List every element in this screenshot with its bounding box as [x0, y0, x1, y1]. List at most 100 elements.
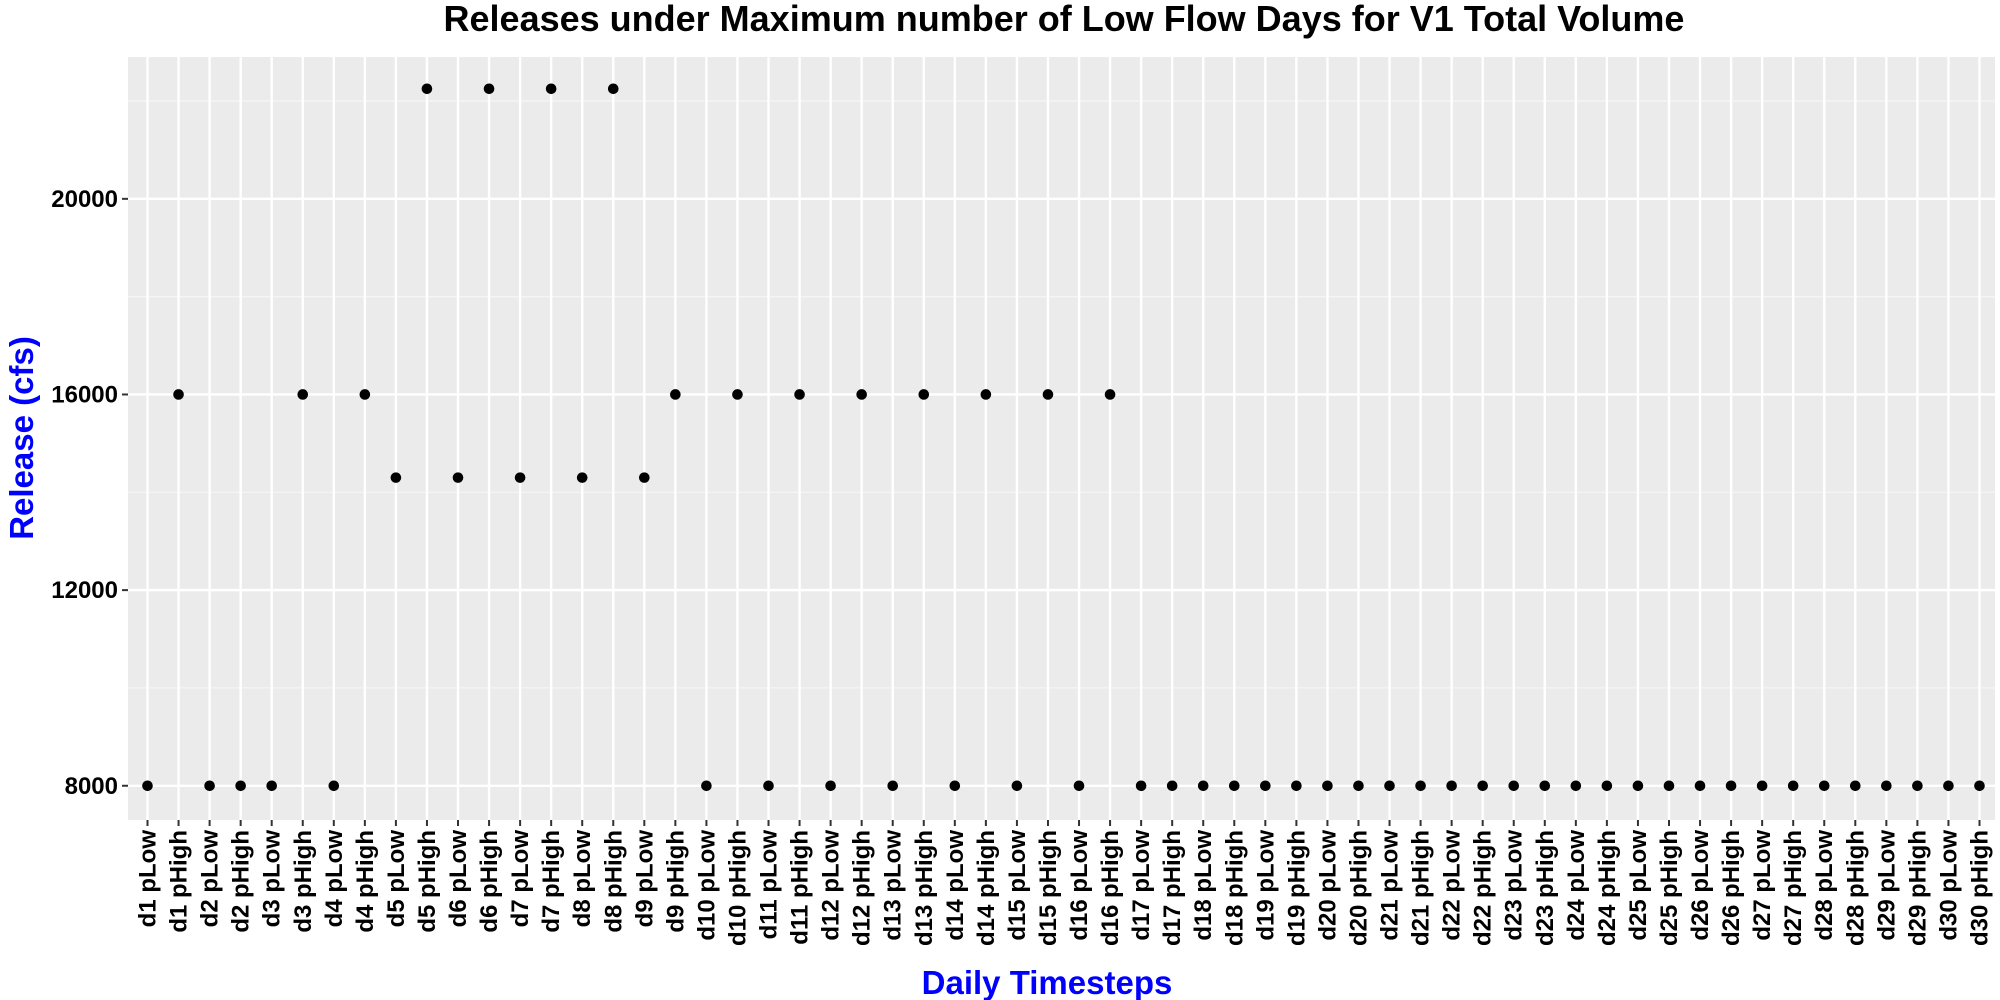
- data-point: [918, 389, 930, 400]
- x-tick-label: d4 pLow: [321, 830, 348, 928]
- data-point: [1539, 780, 1551, 792]
- x-tick-label: d22 pHigh: [1470, 830, 1497, 946]
- y-tick-label: 8000: [65, 773, 118, 800]
- x-tick-label: d11 pLow: [756, 830, 783, 940]
- x-tick-label: d27 pLow: [1749, 830, 1776, 941]
- data-point: [701, 780, 712, 792]
- data-point: [204, 780, 215, 792]
- data-point: [1446, 780, 1457, 792]
- data-point: [1787, 780, 1799, 792]
- x-axis-title: Daily Timesteps: [922, 964, 1173, 1000]
- data-point: [359, 389, 371, 400]
- x-tick-label: d2 pLow: [197, 830, 224, 928]
- x-tick-label: d19 pLow: [1252, 830, 1279, 941]
- x-tick-label: d11 pHigh: [787, 830, 814, 945]
- x-tick-label: d22 pLow: [1439, 830, 1466, 941]
- x-tick-label: d1 pLow: [135, 830, 162, 928]
- data-point: [1756, 780, 1768, 792]
- data-point: [887, 780, 899, 792]
- x-tick-label: d21 pHigh: [1408, 830, 1435, 946]
- x-tick-label: d10 pLow: [693, 830, 720, 941]
- x-tick-label: d20 pHigh: [1345, 830, 1372, 946]
- x-tick-label: d6 pLow: [445, 830, 472, 928]
- data-point: [297, 389, 309, 400]
- x-tick-label: d19 pHigh: [1283, 830, 1310, 946]
- x-tick-label: d28 pHigh: [1842, 830, 1869, 946]
- x-tick-label: d5 pLow: [383, 830, 410, 928]
- data-point: [1166, 780, 1178, 792]
- data-point: [1322, 780, 1333, 792]
- data-point: [1104, 389, 1116, 400]
- x-tick-label: d25 pLow: [1625, 830, 1652, 941]
- data-point: [1042, 389, 1054, 400]
- x-tick-label: d24 pLow: [1563, 830, 1590, 941]
- data-point: [1508, 780, 1520, 792]
- data-point: [1943, 780, 1954, 792]
- data-point: [483, 83, 495, 95]
- x-tick-label: d13 pLow: [880, 830, 907, 941]
- x-tick-label: d7 pHigh: [538, 830, 565, 933]
- data-point: [1228, 780, 1240, 792]
- data-points: [142, 83, 1985, 792]
- grid-lines: [128, 57, 1995, 820]
- data-point: [173, 389, 184, 400]
- x-tick-label: d14 pHigh: [973, 830, 1000, 946]
- x-tick-label: d4 pHigh: [352, 830, 379, 933]
- data-point: [1384, 780, 1395, 792]
- data-point: [1881, 780, 1892, 792]
- x-tick-label: d23 pHigh: [1532, 830, 1559, 946]
- x-tick-label: d3 pLow: [259, 830, 286, 928]
- data-point: [1974, 780, 1985, 792]
- x-tick-label: d2 pHigh: [228, 830, 255, 933]
- x-tick-label: d3 pHigh: [290, 830, 317, 933]
- data-point: [1260, 780, 1271, 792]
- x-tick-label: d21 pLow: [1377, 830, 1404, 941]
- data-point: [1694, 780, 1706, 792]
- data-point: [763, 780, 774, 792]
- x-tick-label: d15 pLow: [1004, 830, 1031, 941]
- x-tick-label: d1 pHigh: [166, 830, 193, 933]
- data-point: [1477, 780, 1488, 792]
- x-tick-label: d17 pHigh: [1159, 830, 1186, 946]
- y-axis-title: Release (cfs): [3, 336, 40, 540]
- data-point: [1570, 780, 1582, 792]
- x-tick-label: d9 pLow: [631, 830, 658, 928]
- data-point: [794, 389, 805, 400]
- data-point: [607, 83, 619, 95]
- data-point: [235, 780, 246, 792]
- data-point: [825, 780, 836, 792]
- x-tick-label: d27 pHigh: [1780, 830, 1807, 946]
- x-tick-label: d29 pLow: [1873, 830, 1900, 941]
- data-point: [266, 780, 278, 792]
- data-point: [670, 389, 681, 400]
- data-point: [390, 472, 402, 483]
- x-tick-label: d8 pLow: [569, 830, 596, 928]
- x-tick-label: d12 pLow: [818, 830, 845, 941]
- data-point: [949, 780, 961, 792]
- data-point: [1632, 780, 1644, 792]
- x-tick-label: d12 pHigh: [849, 830, 876, 946]
- x-tick-label: d23 pLow: [1501, 830, 1528, 941]
- x-tick-label: d26 pHigh: [1718, 830, 1745, 946]
- x-tick-label: d24 pHigh: [1594, 830, 1621, 946]
- x-tick-label: d30 pHigh: [1967, 830, 1994, 946]
- data-point: [1197, 780, 1209, 792]
- x-tick-label: d7 pLow: [507, 830, 534, 928]
- data-point: [1073, 780, 1085, 792]
- y-tick-label: 12000: [51, 577, 118, 604]
- data-point: [1353, 780, 1364, 792]
- data-point: [1849, 780, 1861, 792]
- x-tick-label: d18 pHigh: [1221, 830, 1248, 946]
- chart-title: Releases under Maximum number of Low Flo…: [444, 0, 1685, 39]
- data-point: [1601, 780, 1613, 792]
- data-point: [732, 389, 743, 400]
- x-tick-label: d18 pLow: [1190, 830, 1217, 941]
- data-point: [639, 472, 650, 483]
- data-point: [980, 389, 992, 400]
- y-tick-label: 20000: [51, 186, 118, 213]
- x-tick-label: d9 pHigh: [662, 830, 689, 933]
- x-tick-label: d20 pLow: [1314, 830, 1341, 941]
- x-tick-label: d14 pLow: [942, 830, 969, 941]
- data-point: [514, 472, 526, 483]
